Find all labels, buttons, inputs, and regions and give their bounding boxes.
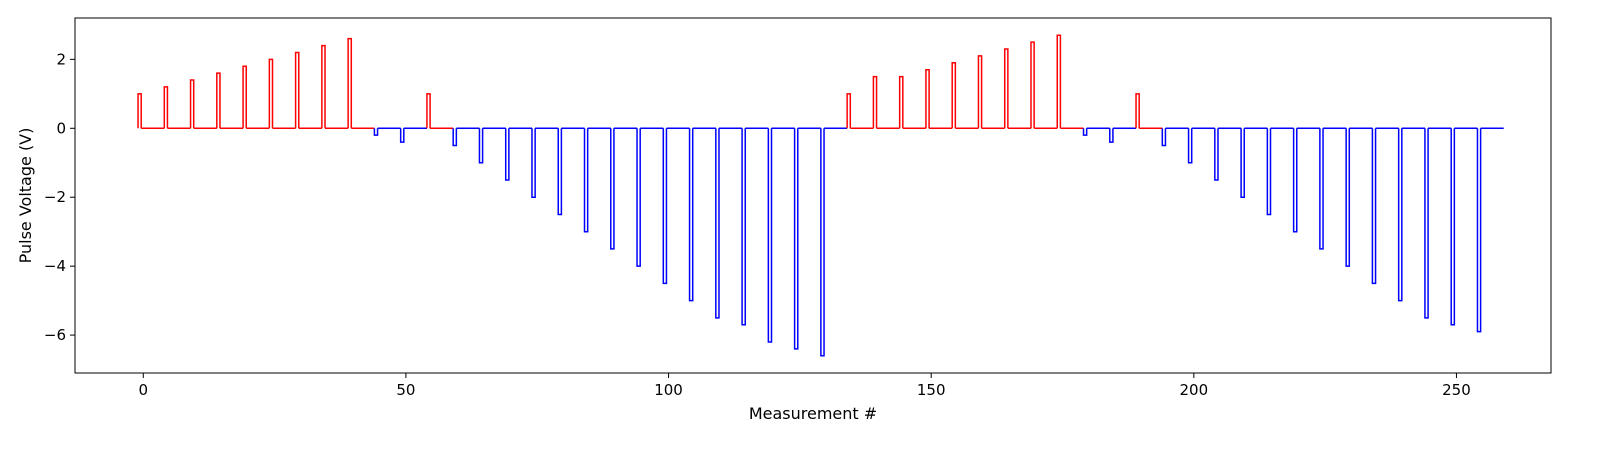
negative-pulse bbox=[688, 128, 694, 302]
negative-pulse bbox=[1319, 128, 1324, 250]
negative-pulse bbox=[452, 128, 458, 147]
negative-pulse bbox=[636, 128, 641, 267]
x-tick-label: 100 bbox=[654, 381, 683, 399]
negative-pulse bbox=[1161, 128, 1167, 147]
positive-pulse bbox=[1030, 41, 1035, 129]
negative-pulse bbox=[741, 128, 746, 326]
x-axis-label: Measurement # bbox=[749, 404, 877, 423]
negative-pulse bbox=[1109, 128, 1114, 143]
y-axis-label: Pulse Voltage (V) bbox=[16, 128, 35, 264]
negative-pulse bbox=[1476, 128, 1482, 333]
negative-pulse bbox=[557, 128, 563, 216]
positive-pulse bbox=[294, 51, 300, 129]
negative-pulse bbox=[399, 128, 405, 143]
y-axis: 2 0 −2 −4 −6 bbox=[44, 50, 75, 344]
positive-pulse bbox=[846, 93, 852, 129]
x-axis: 0 50 100 150 200 250 bbox=[139, 373, 1471, 399]
x-tick-label: 200 bbox=[1179, 381, 1208, 399]
x-tick-label: 50 bbox=[396, 381, 415, 399]
x-tick-label: 0 bbox=[139, 381, 149, 399]
positive-pulse bbox=[951, 62, 957, 129]
positive-pulse bbox=[321, 44, 326, 129]
negative-pulse bbox=[1371, 128, 1377, 285]
positive-pulse bbox=[268, 58, 274, 129]
negative-pulse bbox=[1214, 128, 1219, 181]
negative-pulse bbox=[610, 128, 615, 250]
positive-pulse bbox=[242, 65, 247, 129]
negative-pulse bbox=[1424, 128, 1429, 319]
positive-pulse bbox=[1003, 48, 1009, 129]
negative-pulse bbox=[1292, 128, 1298, 233]
positive-pulse bbox=[216, 72, 221, 129]
negative-pulse bbox=[767, 128, 773, 343]
negative-pulse bbox=[793, 128, 799, 350]
y-tick-label: −6 bbox=[44, 326, 66, 344]
positive-pulse bbox=[977, 55, 983, 129]
positive-pulse bbox=[189, 79, 195, 129]
x-tick-label: 250 bbox=[1442, 381, 1471, 399]
negative-pulse bbox=[1082, 128, 1088, 136]
positive-pulse bbox=[426, 93, 431, 129]
negative-pulse bbox=[1397, 128, 1403, 302]
negative-pulse bbox=[504, 128, 510, 181]
negative-pulse bbox=[1345, 128, 1351, 267]
negative-pulse bbox=[583, 128, 589, 233]
positive-pulse bbox=[925, 68, 930, 129]
negative-pulse bbox=[820, 128, 825, 357]
positive-pulse bbox=[1135, 93, 1140, 129]
plot-frame bbox=[74, 17, 1552, 374]
x-tick-label: 150 bbox=[917, 381, 946, 399]
y-tick-label: 0 bbox=[56, 119, 66, 137]
y-tick-label: −2 bbox=[44, 188, 66, 206]
negative-pulse bbox=[715, 128, 720, 319]
positive-pulse bbox=[872, 75, 878, 129]
positive-pulse bbox=[163, 86, 169, 129]
negative-pulse bbox=[531, 128, 536, 198]
positive-pulse bbox=[137, 93, 142, 129]
negative-pulse bbox=[373, 128, 379, 136]
negative-pulse bbox=[662, 128, 668, 285]
positive-pulse bbox=[1056, 34, 1062, 129]
plot-area bbox=[137, 34, 1504, 357]
positive-pulse bbox=[347, 37, 353, 129]
negative-pulse bbox=[1450, 128, 1456, 326]
y-tick-label: −4 bbox=[44, 257, 66, 275]
negative-pulse bbox=[1266, 128, 1272, 216]
negative-pulse bbox=[1240, 128, 1245, 198]
y-tick-label: 2 bbox=[56, 50, 66, 68]
negative-pulse bbox=[1187, 128, 1193, 164]
positive-pulse bbox=[898, 75, 904, 129]
negative-pulse bbox=[478, 128, 484, 164]
